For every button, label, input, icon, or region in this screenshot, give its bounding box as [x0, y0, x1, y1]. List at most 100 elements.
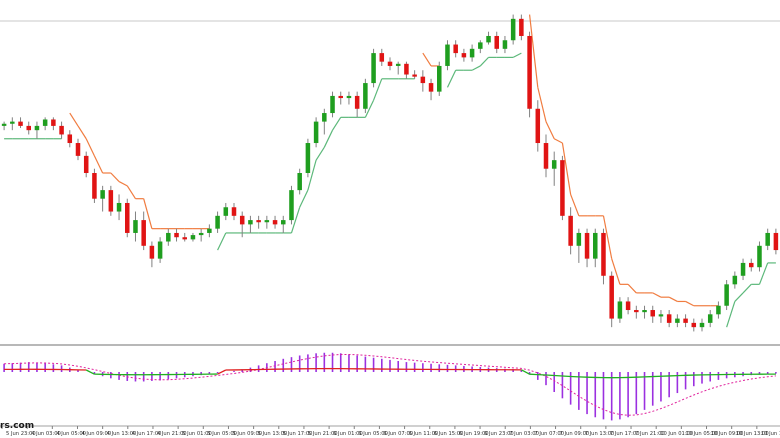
candle [322, 108, 327, 135]
candle [363, 78, 368, 114]
candle [289, 185, 294, 225]
candle [190, 232, 196, 242]
candle-body-up [658, 314, 664, 317]
candle [313, 117, 319, 148]
time-tick-label: 5 Jun 21:00 [308, 431, 338, 437]
candle-body-up [346, 95, 352, 99]
trail-stop-segment [290, 207, 301, 234]
time-tick-label: 7 Jun 09:00 [560, 431, 590, 437]
oscillator-panel[interactable] [3, 352, 777, 421]
candle [609, 271, 614, 328]
candle [100, 185, 105, 212]
candle [740, 258, 746, 281]
candle [281, 215, 286, 233]
candle [749, 258, 754, 272]
candle [445, 40, 450, 71]
candle-body-down [412, 74, 417, 77]
candle [502, 35, 508, 54]
candle-body-down [26, 125, 31, 131]
candle-body-down [691, 322, 697, 328]
candle [601, 228, 606, 285]
trail-stop-segment [685, 300, 695, 307]
candle [42, 117, 48, 131]
candle-body-up [757, 245, 762, 268]
watermark-text: rs.com [0, 421, 35, 431]
trail-stop-segment [758, 262, 769, 285]
candle-body-up [289, 190, 294, 221]
trail-stop-segment [93, 155, 104, 174]
candle-body-up [740, 262, 746, 276]
trail-stop-segment [217, 232, 227, 251]
candle-body-down [666, 314, 672, 323]
candle-body-up [642, 310, 647, 313]
time-tick-label: 7 Jun 03:00 [509, 431, 539, 437]
trail-stop-segment [570, 194, 580, 217]
candle-body-up [724, 284, 729, 306]
trend-line-segment [85, 369, 95, 375]
candle [305, 138, 311, 178]
candle [346, 91, 352, 105]
candle [264, 215, 270, 229]
candle [453, 40, 458, 58]
candle [256, 215, 261, 229]
trail-stop-segment [471, 65, 481, 71]
candle-body-down [125, 202, 130, 233]
candle [338, 91, 343, 105]
candle-body-up [593, 232, 598, 259]
candle-body-up [198, 232, 204, 236]
candle-body-up [248, 220, 253, 225]
time-tick-label: 10 Jun 05:00 [685, 431, 718, 437]
trail-stop-segment [307, 159, 317, 191]
trail-stop-segment [69, 112, 79, 127]
candle [59, 121, 64, 139]
candle-body-up [716, 305, 721, 315]
time-tick-label: 4 Jun 13:00 [107, 431, 137, 437]
candle-body-up [478, 42, 483, 49]
candle [593, 228, 598, 268]
trail-stop-segment [627, 283, 637, 294]
trail-stop-segment [110, 172, 120, 182]
candle [724, 280, 729, 311]
trail-stop-segment [299, 189, 309, 208]
candle [75, 138, 81, 161]
candle-body-down [535, 108, 541, 144]
candle [34, 121, 40, 139]
candle [18, 117, 23, 129]
candle-body-down [272, 220, 278, 225]
candle [707, 310, 713, 328]
candle [675, 314, 680, 328]
price-panel[interactable] [1, 14, 779, 332]
time-tick-label: 4 Jun 09:00 [81, 431, 111, 437]
candle-body-down [387, 61, 393, 66]
candle-body-up [371, 53, 376, 84]
candle-body-up [42, 119, 48, 126]
candle-body-down [543, 143, 549, 169]
candle [92, 168, 97, 203]
candle [658, 310, 664, 323]
candle [223, 202, 229, 221]
candle-body-up [395, 63, 401, 66]
time-tick-label: 4 Jun 03:00 [31, 431, 61, 437]
trail-stop-segment [332, 117, 342, 131]
candle [395, 61, 401, 75]
candle [248, 215, 253, 233]
candle-body-down [609, 275, 614, 319]
time-tick-label: 5 Jun 09:00 [232, 431, 262, 437]
candle-body-down [527, 35, 532, 109]
candle-body-up [469, 48, 475, 58]
candle-body-up [617, 301, 623, 319]
trail-stop-segment [611, 258, 621, 285]
candle [551, 151, 557, 186]
candle [412, 70, 417, 79]
candle [125, 198, 130, 238]
candle-body-down [683, 318, 688, 323]
candle-body-up [100, 190, 105, 199]
time-axis: 5 Jun 23:004 Jun 03:004 Jun 05:004 Jun 0… [1, 426, 780, 437]
candle [174, 228, 179, 242]
candle [699, 318, 705, 332]
candle [207, 224, 212, 238]
trail-stop-segment [512, 52, 522, 58]
candle-body-down [428, 83, 434, 92]
candle [568, 207, 573, 255]
